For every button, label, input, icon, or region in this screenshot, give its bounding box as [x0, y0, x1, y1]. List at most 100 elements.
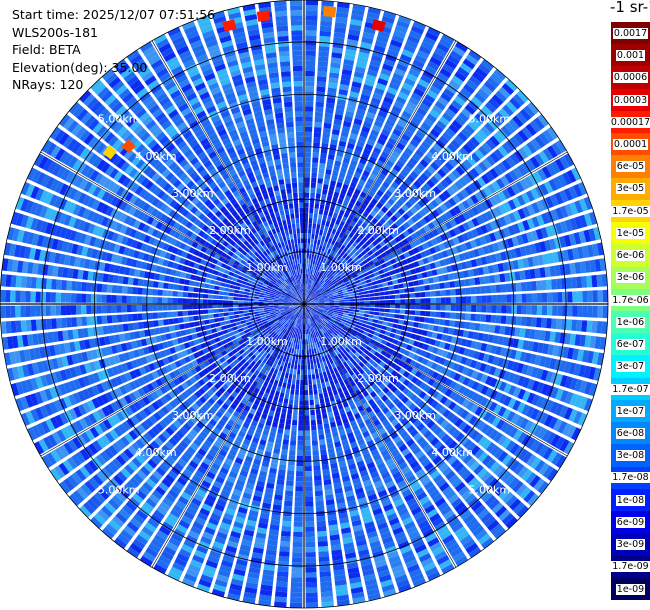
range-gate-cell [406, 101, 417, 111]
range-gate-cell [292, 374, 297, 380]
range-gate-cell [346, 190, 353, 198]
range-gate-cell [319, 288, 325, 292]
range-gate-cell [330, 180, 337, 187]
range-gate-cell [396, 63, 408, 72]
range-gate-cell [333, 223, 339, 230]
range-gate-cell [353, 312, 359, 316]
range-gate-cell [451, 99, 463, 111]
range-gate-cell [311, 167, 318, 173]
range-gate-cell [502, 104, 514, 117]
range-gate-cell [434, 100, 446, 111]
range-gate-cell [316, 414, 322, 420]
range-gate-cell [321, 290, 326, 294]
range-gate-cell [316, 515, 326, 522]
range-gate-cell [346, 242, 352, 249]
range-gate-cell [383, 58, 396, 67]
range-gate-cell [294, 511, 303, 517]
range-gate-cell [371, 280, 378, 286]
range-gate-cell [471, 296, 477, 303]
range-gate-cell [320, 20, 332, 27]
range-gate-cell [334, 241, 340, 247]
range-gate-cell [566, 277, 573, 289]
range-gate-cell [335, 17, 348, 24]
range-gate-cell [406, 326, 413, 333]
range-gate-cell [531, 202, 540, 214]
range-gate-cell [374, 296, 380, 300]
range-gate-cell [307, 295, 311, 300]
range-gate-cell [389, 290, 395, 295]
range-gate-cell [414, 238, 421, 246]
range-gate-cell [305, 334, 308, 340]
range-gate-cell [312, 287, 316, 292]
range-gate-cell [329, 67, 340, 74]
range-gate-cell [365, 256, 372, 263]
range-gate-cell [360, 250, 367, 256]
range-gate-cell [404, 106, 415, 115]
range-gate-cell [376, 229, 383, 236]
range-gate-cell [376, 265, 383, 271]
range-gate-cell [352, 76, 363, 84]
range-gate-cell [430, 175, 439, 185]
range-gate-cell [368, 236, 376, 243]
range-gate-cell [324, 236, 329, 243]
range-gate-cell [577, 291, 583, 303]
range-gate-cell [273, 395, 279, 402]
range-gate-cell [398, 233, 406, 240]
range-gate-cell [358, 135, 367, 143]
range-gate-cell [522, 144, 533, 157]
range-gate-cell [428, 324, 434, 331]
range-gate-cell [322, 283, 328, 288]
range-gate-cell [308, 379, 312, 385]
range-gate-cell [305, 76, 315, 82]
range-gate-cell [348, 293, 354, 297]
range-gate-cell [397, 91, 409, 101]
range-gate-cell [331, 288, 337, 292]
range-gate-cell [563, 188, 573, 201]
range-gate-cell [343, 294, 349, 298]
range-gate-cell [383, 164, 392, 172]
range-gate-cell [392, 279, 398, 285]
range-gate-cell [306, 263, 308, 269]
range-gate-cell [419, 102, 430, 113]
range-gate-cell [327, 291, 333, 295]
range-gate-cell [380, 252, 388, 258]
range-gate-cell [367, 7, 381, 15]
range-gate-cell [415, 148, 425, 158]
range-gate-cell [318, 214, 323, 220]
range-gate-cell [290, 587, 303, 593]
range-gate-cell [546, 292, 553, 303]
range-gate-cell [315, 505, 325, 512]
range-gate-cell [377, 283, 384, 288]
range-gate-cell [320, 147, 328, 154]
range-gate-cell [356, 140, 365, 148]
range-gate-cell [410, 170, 419, 180]
range-gate-cell [304, 182, 310, 188]
range-gate-cell [317, 295, 323, 299]
range-gate-cell [340, 250, 346, 257]
range-gate-cell [525, 281, 532, 292]
range-gate-cell [444, 319, 450, 327]
range-gate-cell [311, 254, 315, 260]
range-gate-cell [305, 91, 314, 97]
range-gate-cell [299, 390, 304, 396]
range-gate-cell [394, 314, 400, 319]
range-gate-cell [343, 120, 352, 128]
range-gate-cell [305, 15, 318, 21]
range-gate-cell [516, 90, 529, 103]
range-gate-cell [445, 304, 451, 311]
range-gate-cell [304, 395, 309, 401]
range-gate-cell [307, 233, 311, 239]
range-gate-cell [381, 101, 392, 110]
range-gate-cell [427, 212, 436, 221]
range-gate-cell [403, 129, 414, 138]
range-gate-cell [331, 134, 339, 141]
range-gate-cell [396, 248, 403, 256]
range-gate-cell [414, 230, 423, 238]
range-gate-cell [338, 140, 347, 148]
range-gate-cell [350, 128, 360, 135]
range-gate-cell [293, 404, 299, 411]
range-gate-cell [348, 96, 358, 103]
range-gate-cell [277, 402, 283, 408]
range-gate-cell [465, 54, 479, 66]
range-gate-cell [385, 304, 391, 308]
